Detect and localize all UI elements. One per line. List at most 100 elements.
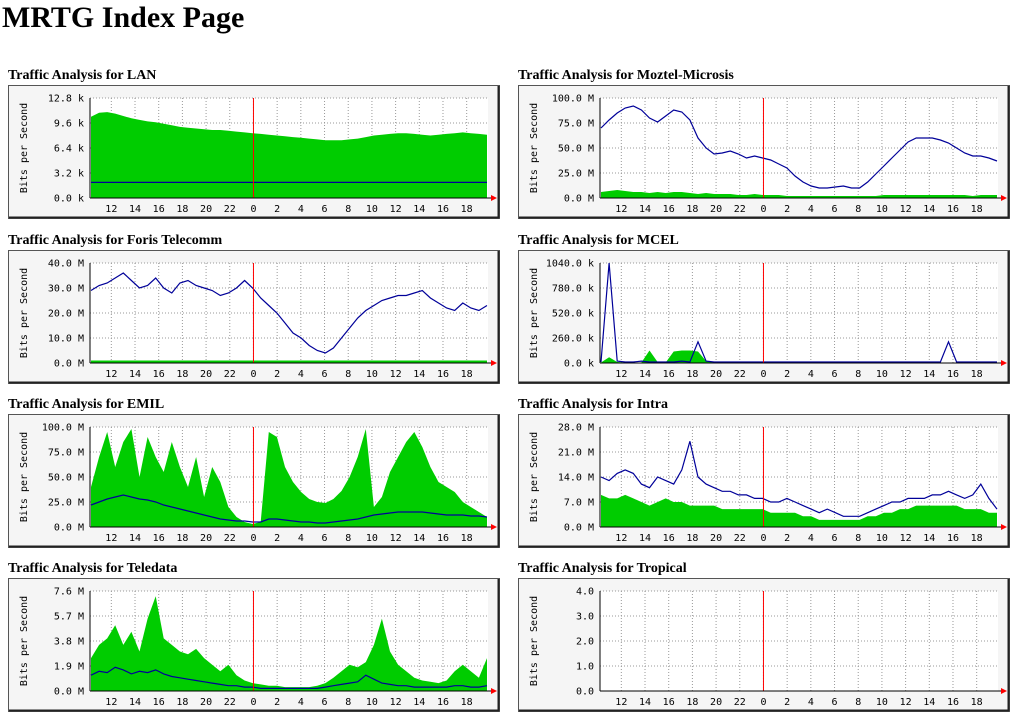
x-tick-label: 14 [639, 369, 651, 380]
y-tick-label: 28.0 M [558, 423, 594, 434]
x-tick-label: 18 [686, 369, 698, 380]
x-tick-label: 0 [760, 369, 766, 380]
outgoing-traffic-line [90, 494, 488, 524]
x-tick-label: 8 [345, 533, 351, 544]
x-tick-label: 20 [200, 369, 212, 380]
y-tick-label: 0.0 M [54, 523, 84, 534]
traffic-graph[interactable]: 0.0 k 3.2 k 6.4 k 9.6 k 12.8 k 12 14 16 18 20 22 0 2… [8, 85, 500, 219]
x-tick-label: 16 [153, 533, 165, 544]
x-tick-label: 14 [923, 204, 935, 215]
x-tick-label: 22 [734, 369, 746, 380]
graph-title: Traffic Analysis for Intra [518, 397, 668, 412]
y-tick-label: 100.0 M [42, 423, 84, 434]
x-tick-label: 6 [832, 697, 838, 708]
y-tick-label: 6.4 k [54, 144, 84, 155]
x-axis-arrow-icon [1001, 360, 1007, 366]
x-tick-label: 16 [437, 533, 449, 544]
incoming-traffic-area [601, 494, 997, 527]
x-tick-label: 14 [923, 697, 935, 708]
x-tick-label: 14 [129, 204, 141, 215]
y-tick-label: 10.0 M [48, 334, 84, 345]
x-tick-label: 4 [298, 369, 304, 380]
y-tick-label: 7.6 M [54, 587, 84, 598]
x-tick-label: 8 [345, 697, 351, 708]
x-tick-label: 18 [176, 369, 188, 380]
graph-link-tropical[interactable]: 0.0 1.0 2.0 3.0 4.0 12 14 16 18 20 22 0 2 4 6 8 10 12 14 16… [518, 578, 1010, 712]
y-axis-label: Bits per Second [19, 596, 30, 686]
y-tick-label: 3.2 k [54, 169, 84, 180]
x-tick-label: 18 [461, 533, 473, 544]
graph-link-emil[interactable]: 0.0 M 25.0 M 50.0 M 75.0 M 100.0 M 12 14 16 18 20… [8, 414, 500, 548]
x-tick-label: 14 [923, 533, 935, 544]
x-tick-label: 14 [639, 204, 651, 215]
x-tick-label: 22 [224, 697, 236, 708]
x-tick-label: 14 [413, 369, 425, 380]
traffic-graph[interactable]: 0.0 1.0 2.0 3.0 4.0 12 14 16 18 20 22 0 2 4 6 8 10 12 14 16… [518, 578, 1010, 712]
traffic-graph[interactable]: 0.0 M7.0 M14.0 M21.0 M28.0 M12 14 16 18 20 22… [518, 414, 1010, 548]
x-axis-arrow-icon [1001, 195, 1007, 201]
y-tick-label: 3.8 M [54, 637, 84, 648]
graph-title: Traffic Analysis for EMIL [8, 397, 165, 412]
y-tick-label: 0.0 M [564, 194, 594, 205]
x-tick-label: 16 [947, 369, 959, 380]
y-tick-label: 0.0 M [54, 359, 84, 370]
y-tick-label: 1.0 [576, 662, 594, 673]
x-tick-label: 2 [274, 204, 280, 215]
x-tick-label: 16 [153, 697, 165, 708]
y-axis-label: Bits per Second [529, 268, 540, 358]
x-tick-label: 0 [760, 697, 766, 708]
x-tick-label: 16 [437, 369, 449, 380]
x-tick-label: 18 [176, 697, 188, 708]
y-tick-label: 0.0 M [564, 523, 594, 534]
x-tick-label: 0 [250, 369, 256, 380]
x-tick-label: 4 [298, 697, 304, 708]
x-tick-label: 10 [366, 533, 378, 544]
incoming-traffic-area [601, 350, 997, 363]
y-tick-label: 7.0 M [564, 498, 594, 509]
x-tick-label: 2 [784, 369, 790, 380]
traffic-graph[interactable]: 0.0 M10.0 M20.0 M30.0 M40.0 M12 14 16 18 20 2… [8, 250, 500, 384]
graph-link-teledata[interactable]: 0.0 M 1.9 M 3.8 M 5.7 M 7.6 M 12 14 16 18 20 22 0 2 4… [8, 578, 500, 712]
graph-link-lan[interactable]: 0.0 k 3.2 k 6.4 k 9.6 k 12.8 k 12 14 16 18 20 22 0 2… [8, 85, 500, 219]
x-tick-label: 0 [250, 697, 256, 708]
outgoing-traffic-line [90, 666, 488, 690]
x-tick-label: 16 [663, 533, 675, 544]
x-tick-label: 6 [832, 204, 838, 215]
incoming-traffic-area [91, 112, 487, 198]
traffic-graph[interactable]: 0.0 M 1.9 M 3.8 M 5.7 M 7.6 M 12 14 16 18 20 22 0 2 4… [8, 578, 500, 712]
x-tick-label: 6 [832, 533, 838, 544]
y-tick-label: 30.0 M [48, 284, 84, 295]
x-tick-label: 12 [390, 697, 402, 708]
graph-link-intra[interactable]: 0.0 M 7.0 M 14.0 M 21.0 M 28.0 M 12 14 16 18 20 22… [518, 414, 1010, 548]
x-tick-label: 16 [437, 204, 449, 215]
y-axis-label: Bits per Second [529, 432, 540, 522]
x-tick-label: 20 [200, 204, 212, 215]
x-tick-label: 16 [663, 204, 675, 215]
x-tick-label: 12 [615, 369, 627, 380]
x-tick-label: 10 [876, 533, 888, 544]
graph-link-moztel-microsis[interactable]: 0.0 M 25.0 M 50.0 M 75.0 M 100.0 M 12 14 16 18 20… [518, 85, 1010, 219]
x-tick-label: 22 [224, 533, 236, 544]
y-axis-label: Bits per Second [19, 103, 30, 193]
y-tick-label: 20.0 M [48, 309, 84, 320]
x-tick-label: 16 [153, 204, 165, 215]
graph-title: Traffic Analysis for Tropical [518, 561, 687, 576]
traffic-graph[interactable]: 0.0 k 260.0 k 520.0 k 780.0 k 1040.0 k 12 14 16… [518, 250, 1010, 384]
x-tick-label: 12 [390, 533, 402, 544]
x-tick-label: 4 [298, 204, 304, 215]
x-tick-label: 18 [686, 697, 698, 708]
x-tick-label: 2 [274, 533, 280, 544]
x-tick-label: 8 [855, 204, 861, 215]
x-tick-label: 10 [876, 204, 888, 215]
y-tick-label: 2.0 [576, 637, 594, 648]
x-tick-label: 10 [366, 204, 378, 215]
graph-link-mcel[interactable]: 0.0 k 260.0 k 520.0 k 780.0 k 1040.0 k 12 14 16… [518, 250, 1010, 384]
x-tick-label: 12 [105, 369, 117, 380]
y-tick-label: 5.7 M [54, 612, 84, 623]
graph-link-foris-telecomm[interactable]: 0.0 M 10.0 M 20.0 M 30.0 M 40.0 M 12 14 16 18 20 2… [8, 250, 500, 384]
x-tick-label: 18 [686, 533, 698, 544]
y-axis-label: Bits per Second [529, 596, 540, 686]
x-tick-label: 12 [390, 204, 402, 215]
